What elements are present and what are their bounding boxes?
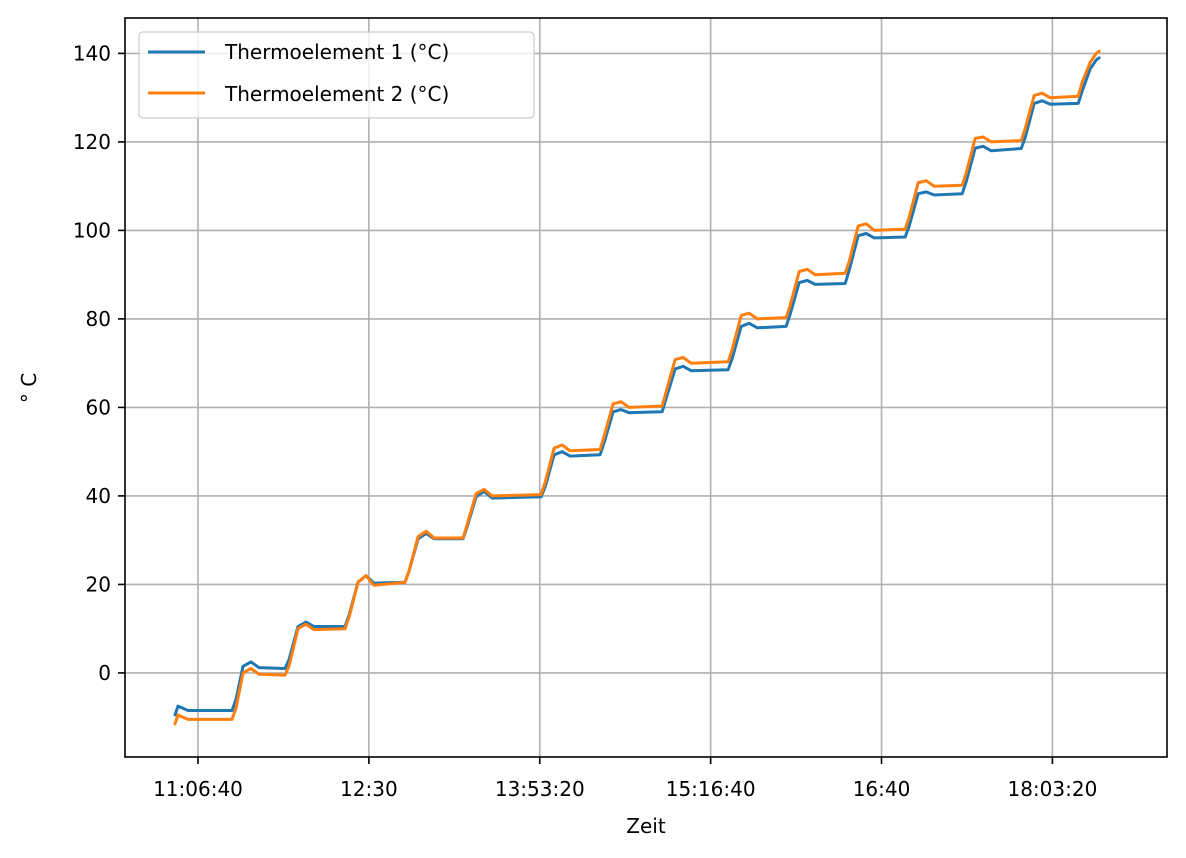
y-axis-ticks: 0 20 40 60 80 100 120 140	[73, 41, 125, 685]
plot-frame	[124, 17, 1168, 758]
x-tick-label: 18:03:20	[1007, 777, 1097, 801]
x-tick-label: 12:30	[340, 777, 398, 801]
y-tick-label: 0	[98, 661, 111, 685]
x-tick-label: 13:53:20	[495, 777, 585, 801]
y-tick-label: 120	[73, 130, 111, 154]
y-tick-label: 60	[86, 395, 111, 419]
series-line-1	[173, 56, 1101, 717]
y-tick-label: 40	[86, 484, 111, 508]
x-tick-label: 16:40	[853, 777, 911, 801]
x-tick-label: 15:16:40	[666, 777, 756, 801]
y-tick-label: 80	[86, 307, 111, 331]
legend-label-series-1: Thermoelement 1 (°C)	[224, 40, 449, 64]
grid-lines	[125, 18, 1167, 757]
y-tick-label: 140	[73, 41, 111, 65]
series-layer	[173, 49, 1101, 726]
x-axis-label: Zeit	[626, 814, 666, 838]
series-line-2	[173, 49, 1101, 726]
legend-box	[138, 31, 535, 119]
y-axis-label: ° C	[17, 373, 41, 403]
x-tick-label: 11:06:40	[153, 777, 243, 801]
legend: Thermoelement 1 (°C) Thermoelement 2 (°C…	[138, 31, 535, 119]
x-axis-ticks: 11:06:40 12:30 13:53:20 15:16:40 16:40 18:03:…	[153, 757, 1097, 801]
y-tick-label: 20	[86, 572, 111, 596]
y-tick-label: 100	[73, 218, 111, 242]
legend-label-series-2: Thermoelement 2 (°C)	[224, 82, 449, 106]
